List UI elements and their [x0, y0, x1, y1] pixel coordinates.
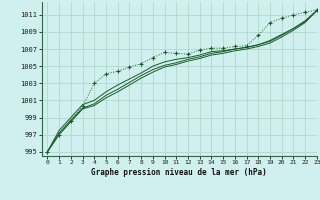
- X-axis label: Graphe pression niveau de la mer (hPa): Graphe pression niveau de la mer (hPa): [91, 168, 267, 177]
